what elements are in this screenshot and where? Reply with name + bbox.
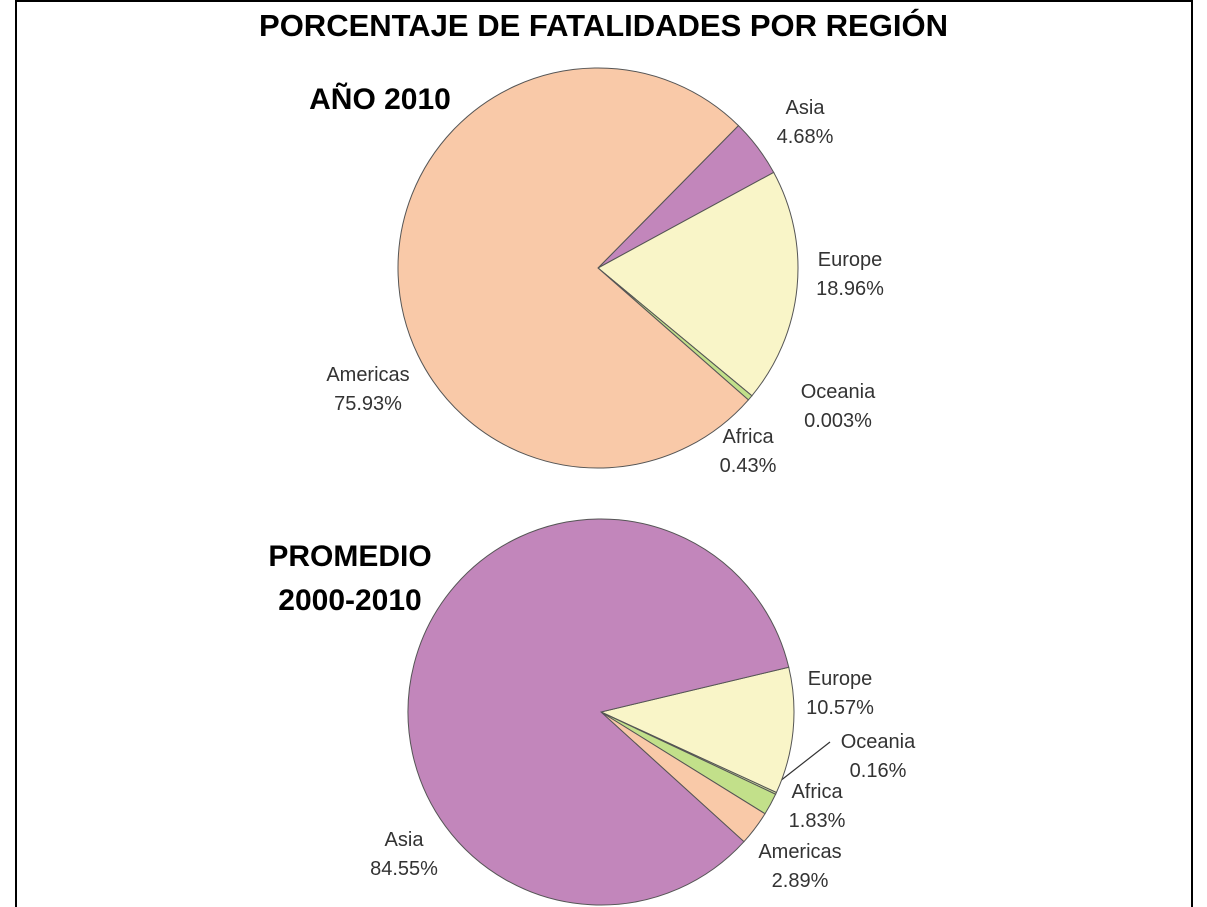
slice-label: Europe — [808, 668, 873, 690]
pie-slice — [397, 67, 750, 469]
slice-value: 0.003% — [804, 410, 872, 432]
slice-value: 1.83% — [789, 810, 846, 832]
slice-label: Africa — [722, 426, 774, 448]
slice-label: Africa — [791, 781, 843, 803]
pie-title: AÑO 2010 — [309, 83, 451, 116]
frame — [15, 0, 1193, 907]
page-title: PORCENTAJE DE FATALIDADES POR REGIÓN — [259, 8, 948, 43]
slice-value: 10.57% — [806, 697, 874, 719]
slice-label: Americas — [758, 841, 841, 863]
slice-label: Asia — [786, 97, 826, 119]
slice-value: 84.55% — [370, 858, 438, 880]
pie-slice — [597, 171, 799, 397]
slice-value: 75.93% — [334, 393, 402, 415]
pie-slice — [599, 666, 795, 794]
slice-value: 2.89% — [772, 870, 829, 892]
pie-slice — [407, 518, 790, 906]
slice-label: Oceania — [801, 381, 876, 403]
pie-title: PROMEDIO 2000-2010 — [268, 540, 432, 617]
slice-label: Asia — [385, 829, 425, 851]
slice-value: 4.68% — [777, 126, 834, 148]
slice-label: Europe — [818, 249, 883, 271]
slice-value: 0.16% — [850, 760, 907, 782]
leader-line — [774, 741, 831, 786]
slice-value: 0.43% — [720, 455, 777, 477]
slice-label: Oceania — [841, 731, 916, 753]
slice-value: 18.96% — [816, 278, 884, 300]
slice-label: Americas — [326, 364, 409, 386]
